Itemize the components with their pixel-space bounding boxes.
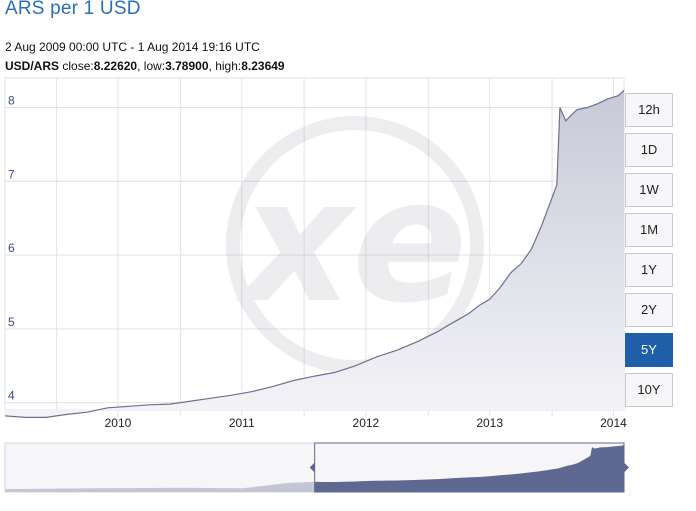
date-range-text: 2 Aug 2009 00:00 UTC - 1 Aug 2014 19:16 … [5,40,260,54]
y-tick-label: 7 [8,167,15,181]
x-tick-label: 2010 [105,416,132,430]
series-line [4,90,625,418]
low-label: low: [143,59,166,73]
svg-text:xe: xe [236,143,468,341]
x-axis-ticks: 2010 2011 2012 2013 2014 [105,416,628,430]
y-axis-ticks: 4 5 6 7 8 [8,94,15,403]
y-tick-label: 5 [8,315,15,329]
navigator[interactable] [4,442,629,493]
x-tick-label: 2014 [600,416,627,430]
x-tick-label: 2011 [229,416,255,430]
range-button-10y[interactable]: 10Y [625,373,673,407]
high-label: high: [215,59,242,73]
range-button-12h[interactable]: 12h [625,93,673,127]
navigator-handle-right[interactable] [624,462,629,473]
navigator-handle-left[interactable] [309,462,315,473]
range-button-5y[interactable]: 5Y [625,333,673,367]
chart-title: ARS per 1 USD [5,0,141,19]
xe-watermark: xe [226,116,484,374]
y-tick-label: 8 [8,94,15,108]
close-label: close: [62,59,94,73]
plot-area[interactable]: xe 4 5 6 7 8 2010 2011 2012 2013 2014 [4,77,628,430]
range-button-1w[interactable]: 1W [625,173,673,207]
high-value: 8.23649 [241,59,285,73]
x-tick-label: 2013 [476,416,503,430]
range-button-1d[interactable]: 1D [625,133,673,167]
x-tick-label: 2012 [353,416,380,430]
currency-pair: USD/ARS [5,59,60,73]
navigator-selection-area [314,445,624,492]
series-area [5,90,624,418]
close-value: 8.22620 [93,59,138,73]
range-button-1y[interactable]: 1Y [625,253,673,287]
range-button-2y[interactable]: 2Y [625,293,673,327]
y-tick-label: 4 [8,389,15,403]
low-value: 3.78900 [165,59,209,73]
y-tick-label: 6 [8,241,15,255]
range-button-1m[interactable]: 1M [625,213,673,247]
stats-line: USD/ARS close:8.22620, low:3.78900, high… [5,59,285,73]
